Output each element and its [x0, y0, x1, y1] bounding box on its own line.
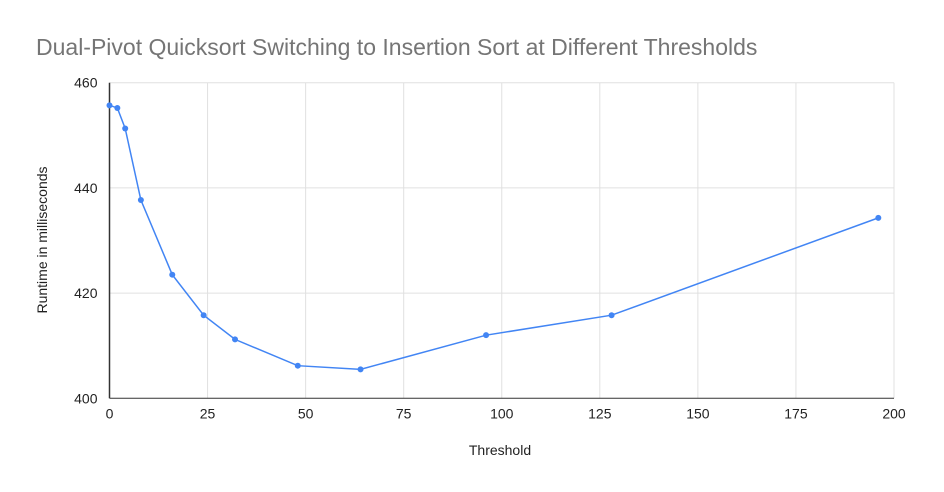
data-point: [232, 336, 239, 343]
y-tick-label: 420: [74, 285, 98, 301]
data-point: [608, 312, 615, 319]
x-tick-label: 0: [106, 405, 114, 421]
data-point: [106, 102, 113, 109]
x-axis-label: Threshold: [469, 442, 531, 458]
x-tick-label: 50: [298, 405, 314, 421]
data-point: [200, 312, 207, 319]
x-tick-label: 200: [882, 405, 906, 421]
x-tick-label: 175: [784, 405, 808, 421]
data-point: [357, 366, 364, 373]
data-point: [122, 125, 129, 132]
data-point: [294, 362, 301, 369]
data-point: [137, 196, 144, 203]
data-point: [114, 104, 121, 111]
x-tick-label: 75: [396, 405, 412, 421]
data-point: [875, 214, 882, 221]
data-point: [483, 332, 490, 339]
y-axis-label: Runtime in milliseconds: [34, 166, 50, 313]
x-tick-label: 25: [200, 405, 216, 421]
x-tick-label: 150: [686, 405, 710, 421]
chart-title: Dual-Pivot Quicksort Switching to Insert…: [36, 34, 757, 60]
y-tick-label: 440: [74, 180, 98, 196]
x-tick-label: 125: [588, 405, 612, 421]
x-tick-label: 100: [490, 405, 514, 421]
series-line: [109, 104, 879, 371]
y-tick-label: 460: [74, 75, 98, 91]
y-tick-label: 400: [74, 390, 98, 406]
data-point: [169, 271, 176, 278]
